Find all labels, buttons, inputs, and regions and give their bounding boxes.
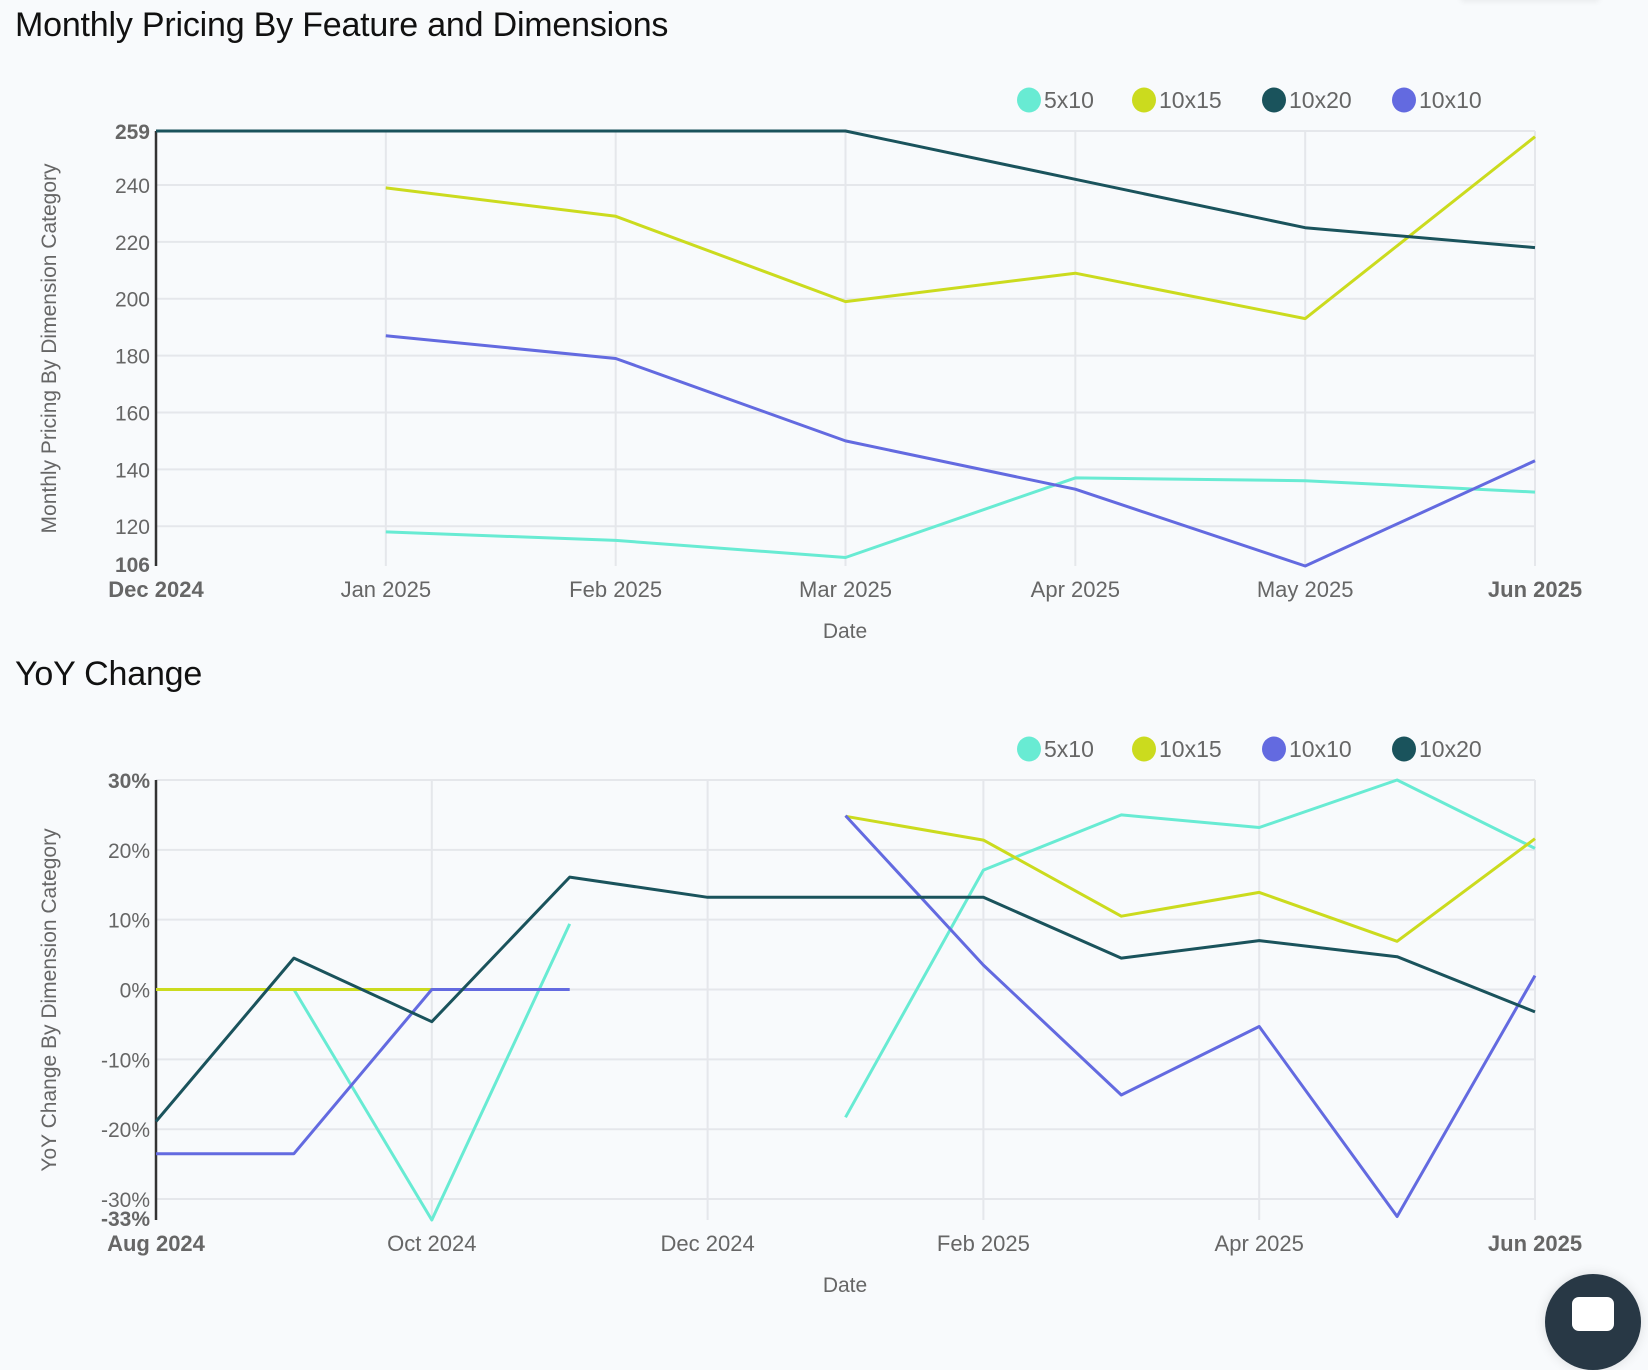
- series-line-5x10: [844, 778, 1536, 1119]
- x-tick-label: Feb 2025: [569, 577, 662, 602]
- y-tick-label: 120: [115, 516, 150, 539]
- legend-swatch: [1392, 87, 1416, 113]
- y-tick-label: 180: [115, 346, 150, 369]
- y-tick-label: 10%: [108, 910, 150, 933]
- legend-swatch: [1392, 736, 1416, 762]
- x-tick-label: Mar 2025: [799, 577, 892, 602]
- series-line-10x15: [845, 814, 1536, 943]
- series-line-10x20: [156, 129, 1536, 250]
- y-tick-label: 240: [115, 175, 150, 198]
- series-line-10x10: [156, 988, 570, 1156]
- y-tick-label: -20%: [101, 1119, 150, 1142]
- legend-label: 10x15: [1159, 736, 1222, 762]
- chat-icon: [1572, 1297, 1614, 1331]
- x-tick-label: Aug 2024: [107, 1231, 206, 1256]
- series-line-10x10: [844, 814, 1537, 1218]
- legend-item-10x20[interactable]: 10x20: [1262, 87, 1352, 113]
- legend-item-10x15[interactable]: 10x15: [1132, 87, 1222, 113]
- yoy-line-chart: -33%-30% -20% -10% 0% 10% 20% 30% Aug 2024 Oct 2…: [38, 736, 1582, 1297]
- legend-item-10x20[interactable]: 10x20: [1392, 736, 1482, 762]
- legend-item-10x10[interactable]: 10x10: [1392, 87, 1482, 113]
- y-tick-label: 160: [115, 402, 150, 425]
- y-tick-label: 140: [115, 459, 150, 482]
- legend-item-5x10[interactable]: 5x10: [1017, 736, 1094, 762]
- x-tick-label: Apr 2025: [1215, 1231, 1304, 1256]
- chart-title-pricing: Monthly Pricing By Feature and Dimension…: [15, 6, 669, 44]
- series-line-5x10: [292, 923, 572, 1222]
- x-tick-label: Apr 2025: [1031, 577, 1120, 602]
- legend-swatch: [1262, 736, 1286, 762]
- y-tick-label: 30%: [108, 770, 150, 793]
- y-tick-label: 0%: [120, 980, 150, 1003]
- series-line-10x15: [385, 135, 1536, 321]
- series-line-10x20: [154, 875, 1536, 1123]
- y-tick-label: 220: [115, 232, 150, 255]
- y-tick-label: -10%: [101, 1049, 150, 1072]
- legend-swatch: [1017, 87, 1041, 113]
- y-axis-title: YoY Change By Dimension Category: [38, 828, 61, 1172]
- x-tick-label: Jan 2025: [341, 577, 432, 602]
- y-axis-title: Monthly Pricing By Dimension Category: [38, 163, 61, 533]
- legend-label: 10x10: [1419, 87, 1482, 113]
- y-tick-label: -30%: [101, 1189, 150, 1212]
- chat-button[interactable]: [1545, 1274, 1641, 1370]
- legend-label: 10x20: [1289, 87, 1352, 113]
- x-tick-label: Dec 2024: [661, 1231, 755, 1256]
- series-line-10x10: [385, 334, 1536, 568]
- x-tick-label: Feb 2025: [937, 1231, 1030, 1256]
- series-line-5x10: [385, 476, 1536, 559]
- legend-swatch: [1262, 87, 1286, 113]
- legend-swatch: [1132, 736, 1156, 762]
- legend-item-5x10[interactable]: 5x10: [1017, 87, 1094, 113]
- y-tick-label: 106: [115, 554, 150, 577]
- x-tick-label: May 2025: [1257, 577, 1354, 602]
- legend-label: 10x15: [1159, 87, 1222, 113]
- x-tick-label: Oct 2024: [387, 1231, 476, 1256]
- y-tick-label: 259: [115, 121, 150, 144]
- legend-label: 5x10: [1044, 87, 1094, 113]
- chart-title-yoy: YoY Change: [15, 655, 203, 693]
- legend-swatch: [1017, 736, 1041, 762]
- x-tick-label: Dec 2024: [108, 577, 204, 602]
- x-tick-label: Jun 2025: [1488, 1231, 1582, 1256]
- legend-label: 10x10: [1289, 736, 1352, 762]
- legend-item-10x10[interactable]: 10x10: [1262, 736, 1352, 762]
- legend-label: 5x10: [1044, 736, 1094, 762]
- legend-item-10x15[interactable]: 10x15: [1132, 736, 1222, 762]
- legend-swatch: [1132, 87, 1156, 113]
- x-axis-title: Date: [823, 1274, 867, 1297]
- pricing-line-chart: 106 120 140 160 180 200 220 240 259 Dec 2024 Jan 2…: [38, 87, 1582, 643]
- x-axis-title: Date: [823, 620, 867, 643]
- legend-label: 10x20: [1419, 736, 1482, 762]
- y-tick-label: -33%: [101, 1208, 150, 1231]
- x-tick-label: Jun 2025: [1488, 577, 1582, 602]
- y-tick-label: 200: [115, 289, 150, 312]
- y-tick-label: 20%: [108, 840, 150, 863]
